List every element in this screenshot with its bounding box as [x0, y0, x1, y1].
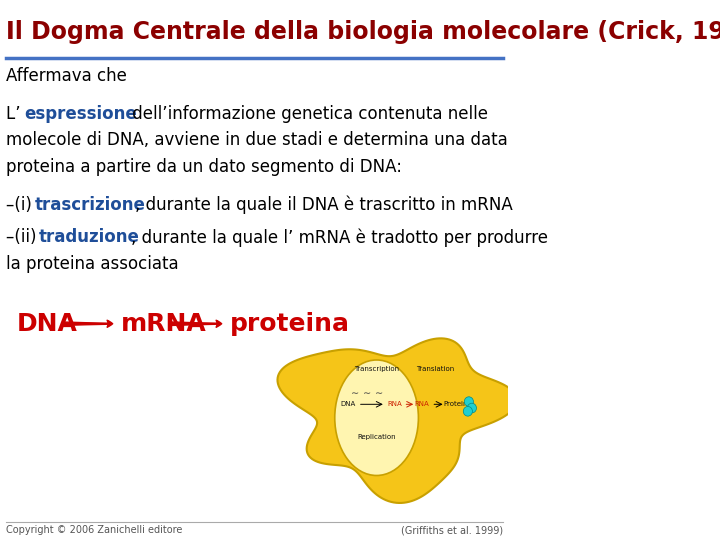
Text: Translation: Translation [415, 366, 454, 373]
Ellipse shape [335, 360, 418, 476]
Text: DNA: DNA [17, 312, 78, 336]
Circle shape [467, 403, 477, 413]
Text: mRNA: mRNA [120, 312, 207, 336]
Text: traduzione: traduzione [39, 228, 140, 246]
Text: RNA: RNA [415, 401, 430, 407]
Text: , durante la quale l’ mRNA è tradotto per produrre: , durante la quale l’ mRNA è tradotto pe… [130, 228, 548, 247]
Text: trascrizione: trascrizione [35, 196, 145, 214]
Polygon shape [277, 339, 517, 503]
Text: $\sim\sim\sim$: $\sim\sim\sim$ [349, 386, 384, 396]
Text: la proteina associata: la proteina associata [6, 255, 179, 273]
Text: Transcription: Transcription [354, 366, 399, 373]
Text: DNA: DNA [340, 401, 355, 407]
Text: (Griffiths et al. 1999): (Griffiths et al. 1999) [401, 525, 503, 535]
Text: proteina: proteina [230, 312, 349, 336]
Text: Protein: Protein [444, 401, 468, 407]
Text: –(ii): –(ii) [6, 228, 42, 246]
Text: –(i): –(i) [6, 196, 37, 214]
Text: , durante la quale il DNA è trascritto in mRNA: , durante la quale il DNA è trascritto i… [135, 196, 513, 214]
Text: dell’informazione genetica contenuta nelle: dell’informazione genetica contenuta nel… [127, 105, 488, 123]
Text: Replication: Replication [357, 434, 396, 440]
Text: espressione: espressione [24, 105, 138, 123]
Text: L’: L’ [6, 105, 27, 123]
Text: molecole di DNA, avviene in due stadi e determina una data: molecole di DNA, avviene in due stadi e … [6, 131, 508, 150]
Circle shape [463, 407, 472, 416]
Text: Copyright © 2006 Zanichelli editore: Copyright © 2006 Zanichelli editore [6, 525, 183, 535]
Text: Il Dogma Centrale della biologia molecolare (Crick, 1957): Il Dogma Centrale della biologia molecol… [6, 20, 720, 44]
Circle shape [464, 397, 474, 407]
Text: Affermava che: Affermava che [6, 67, 127, 85]
Text: RNA: RNA [387, 401, 402, 407]
Text: proteina a partire da un dato segmento di DNA:: proteina a partire da un dato segmento d… [6, 158, 402, 176]
